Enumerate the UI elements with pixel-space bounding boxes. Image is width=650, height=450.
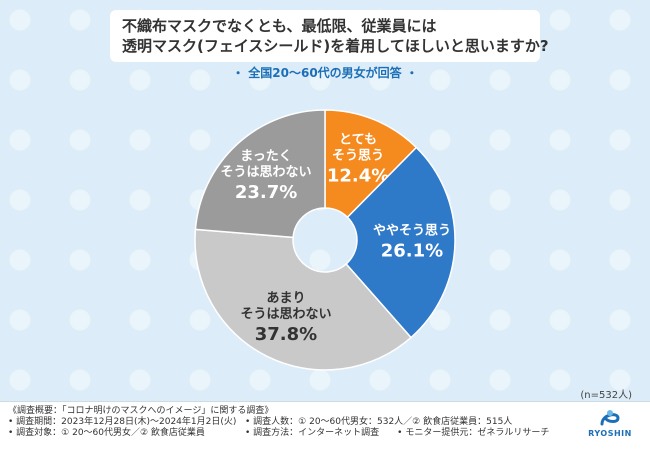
slice-value: 37.8% (255, 324, 317, 345)
footer-line: • 調査対象：① 20～60代男女／② 飲食店従業員 (8, 428, 205, 438)
slice-label-line: あまり (266, 291, 305, 306)
slice-label-1: ややそう思う 26.1% (373, 223, 451, 261)
title-box: 不織布マスクでなくとも、最低限、従業員には 透明マスク(フェイスシールド)を着用… (110, 10, 549, 62)
slice-label-line: まったく (240, 149, 291, 164)
survey-footer: 《調査概要：「コロナ明けのマスクへのイメージ」に関する調査》 • 調査期間：20… (0, 401, 650, 450)
subtitle: ・ 全国20～60代の男女が回答 ・ (232, 66, 418, 80)
slice-label-line: とても (339, 133, 377, 148)
logo-text: RYOSHIN (588, 429, 632, 438)
footer-line: • 調査方法：インターネット調査 • モニター提供元：ゼネラルリサーチ (245, 428, 550, 438)
slice-label-3: まったくそうは思わない 23.7% (221, 149, 312, 203)
pie-slice-1 (345, 146, 456, 339)
slice-label-line: ややそう思う (373, 223, 451, 238)
footer-line: 《調査概要：「コロナ明けのマスクへのイメージ」に関する調査》 (8, 406, 274, 416)
slice-value: 23.7% (235, 182, 297, 203)
footer-line: • 調査期間：2023年12月28日(木)～2024年1月2日(火) (8, 417, 237, 427)
footer-right: • 調査人数：① 20～60代男女：532人／② 飲食店従業員：515人 • 調… (245, 417, 549, 439)
footer-line: • 調査人数：① 20～60代男女：532人／② 飲食店従業員：515人 (245, 417, 513, 427)
slice-label-2: あまりそうは思わない 37.8% (240, 291, 331, 345)
pie-slice-3 (194, 109, 326, 239)
pie-slice-2 (194, 228, 413, 371)
slice-value: 12.4% (327, 166, 389, 187)
sample-size-label: (n=532人) (580, 390, 632, 401)
slice-label-line: そうは思わない (221, 165, 312, 180)
pie-slice-0 (324, 109, 418, 219)
ryoshin-logo: RYOSHIN (588, 408, 632, 439)
slice-value: 26.1% (381, 240, 443, 261)
title-line-1: 不織布マスクでなくとも、最低限、従業員には (122, 17, 437, 35)
donut-chart: とてもそう思う 12.4%ややそう思う 26.1%あまりそうは思わない 37.8%まっ… (194, 109, 456, 371)
title-line-2: 透明マスク(フェイスシールド)を着用してほしいと思いますか? (122, 37, 549, 55)
slice-label-0: とてもそう思う 12.4% (327, 133, 389, 187)
footer-left: 《調査概要：「コロナ明けのマスクへのイメージ」に関する調査》 • 調査期間：20… (8, 406, 273, 439)
ryoshin-logo-icon (600, 410, 620, 426)
slice-label-line: そう思う (332, 149, 384, 164)
slice-label-line: そうは思わない (240, 307, 331, 322)
